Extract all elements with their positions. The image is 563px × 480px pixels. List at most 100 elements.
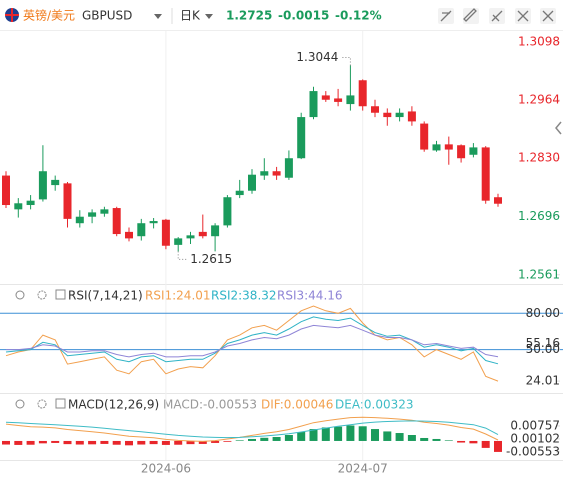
macd-bar bbox=[383, 431, 392, 441]
y-tick-label: 55.16 bbox=[526, 336, 560, 350]
candle-body bbox=[235, 190, 244, 196]
macd-bar bbox=[63, 440, 72, 445]
macd-bar bbox=[211, 440, 220, 443]
macd-bar bbox=[481, 440, 490, 448]
macd-bar bbox=[137, 440, 146, 445]
candle-body bbox=[284, 158, 293, 178]
legend-entry: RSI1:24.01 bbox=[145, 289, 211, 303]
collapse-arrow[interactable] bbox=[555, 121, 562, 135]
candle-body bbox=[383, 112, 392, 118]
macd-bar bbox=[407, 435, 416, 441]
y-tick-label: 1.2561 bbox=[518, 267, 560, 281]
macd-bar bbox=[2, 440, 10, 445]
candle-body bbox=[2, 175, 10, 206]
candle-body bbox=[358, 80, 367, 107]
macd-bar bbox=[272, 436, 281, 441]
candle-body bbox=[112, 208, 121, 235]
macd-bar bbox=[161, 440, 170, 445]
annotation: 1.3044 bbox=[296, 50, 338, 64]
annotation-leader bbox=[177, 251, 189, 260]
macd-bar bbox=[420, 437, 429, 441]
symbol[interactable]: GBPUSD bbox=[82, 9, 132, 23]
candle-body bbox=[272, 171, 281, 176]
candle-body bbox=[371, 106, 379, 113]
macd-bar bbox=[469, 440, 478, 444]
candle-body bbox=[198, 231, 207, 237]
y-tick-label: 24.01 bbox=[526, 374, 560, 388]
macd-line bbox=[5, 420, 499, 439]
candle-body bbox=[63, 183, 72, 219]
rsi-line bbox=[5, 316, 499, 365]
macd-bar bbox=[75, 440, 84, 445]
box-icon[interactable] bbox=[55, 398, 66, 409]
legend-entry: RSI2:38.32 bbox=[211, 289, 277, 303]
candle-body bbox=[297, 117, 306, 159]
indicator-title: RSI(7,14,21) bbox=[68, 289, 143, 303]
macd-header: MACD(12,26,9) MACD:-0.00553 DIF:0.00046 … bbox=[15, 398, 414, 412]
eye-icon[interactable] bbox=[15, 399, 25, 409]
rsi-line bbox=[5, 305, 499, 382]
candle-body bbox=[88, 212, 97, 217]
y-tick-label: 0.00757 bbox=[510, 418, 560, 432]
rsi-header: RSI(7,14,21) RSI1:24.01 RSI2:38.32 RSI3:… bbox=[15, 289, 343, 303]
candle-body bbox=[14, 203, 23, 210]
gear-icon[interactable] bbox=[37, 399, 47, 409]
tool-icon bbox=[542, 10, 554, 22]
macd-bar bbox=[235, 440, 244, 441]
period-dropdown[interactable] bbox=[205, 14, 213, 19]
y-tick-label: 1.2830 bbox=[518, 151, 560, 165]
candle-body bbox=[457, 145, 466, 159]
indicator-title: MACD(12,26,9) bbox=[68, 398, 159, 412]
header: 英镑/美元 GBPUSD 日K 1.2725 -0.0015 -0.12% bbox=[0, 8, 563, 31]
macd-bar bbox=[26, 440, 35, 445]
y-tick-label: 1.3098 bbox=[518, 35, 560, 49]
macd-bar bbox=[51, 440, 60, 443]
y-tick-label: -0.00553 bbox=[506, 444, 560, 458]
candle-body bbox=[26, 200, 35, 206]
legend-entry: RSI3:44.16 bbox=[277, 289, 343, 303]
y-tick-label: 1.2964 bbox=[518, 93, 560, 107]
candle-body bbox=[137, 223, 146, 237]
pair-name: 英镑/美元 bbox=[23, 8, 75, 23]
macd-bar bbox=[395, 433, 404, 441]
macd-bar bbox=[14, 440, 23, 445]
candle-body bbox=[321, 95, 330, 100]
macd-bar bbox=[444, 440, 453, 441]
eye-icon[interactable] bbox=[15, 290, 25, 300]
gear-icon[interactable] bbox=[37, 290, 47, 300]
macd-bar bbox=[112, 440, 121, 445]
candle-body bbox=[444, 144, 453, 150]
macd-bar bbox=[186, 440, 195, 445]
candle-body bbox=[125, 231, 133, 239]
candle-body bbox=[100, 209, 109, 214]
macd-bar bbox=[457, 440, 466, 443]
candle-body bbox=[260, 171, 269, 176]
macd-bar bbox=[321, 427, 330, 441]
symbol-dropdown[interactable] bbox=[154, 14, 162, 19]
candle-body bbox=[395, 112, 404, 118]
macd-bar bbox=[88, 440, 97, 445]
candle-body bbox=[174, 238, 183, 245]
candle-body bbox=[420, 123, 429, 150]
candle-body bbox=[75, 216, 84, 224]
candle-body bbox=[494, 197, 502, 204]
macd-bar bbox=[371, 429, 379, 441]
tool-icon bbox=[517, 10, 529, 22]
legend-entry: DEA:0.00323 bbox=[335, 398, 414, 412]
macd-bar bbox=[297, 432, 306, 441]
candle-body bbox=[481, 147, 490, 201]
tool-icon bbox=[463, 8, 477, 22]
change: -0.0015 bbox=[278, 9, 329, 23]
y-tick-label: 80.00 bbox=[526, 306, 560, 320]
period[interactable]: 日K bbox=[180, 9, 201, 23]
macd-bar bbox=[174, 440, 183, 445]
candle-body bbox=[334, 98, 343, 102]
candle-body bbox=[248, 174, 256, 191]
macd-bar bbox=[198, 440, 207, 444]
price: 1.2725 bbox=[226, 9, 272, 23]
x-tick-label: 2024-06 bbox=[141, 462, 191, 476]
macd-bar bbox=[248, 438, 256, 441]
box-icon[interactable] bbox=[55, 289, 66, 300]
y-tick-label: 0.00102 bbox=[510, 431, 560, 445]
